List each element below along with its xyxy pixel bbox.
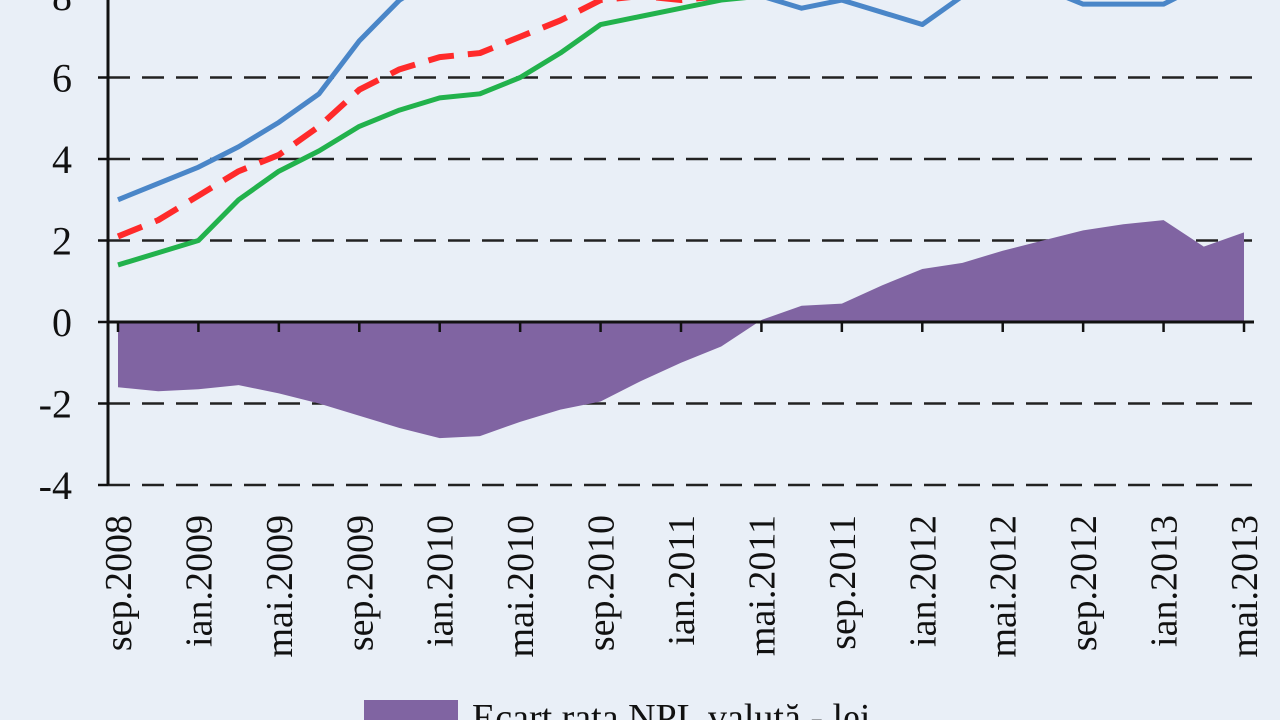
- x-tick-label: mai.2010: [500, 515, 542, 657]
- x-tick-label: ian.2010: [420, 515, 462, 647]
- y-tick-label: 8: [52, 0, 72, 19]
- y-tick-label: 6: [52, 56, 72, 101]
- x-tick-label: mai.2012: [983, 515, 1025, 657]
- y-tick-label: -2: [39, 382, 72, 427]
- y-tick-label: 0: [52, 300, 72, 345]
- x-tick-label: sep.2009: [339, 515, 381, 651]
- x-tick-label: mai.2013: [1224, 515, 1266, 657]
- series-line-3: [117, 0, 747, 268]
- x-tick-label: mai.2011: [741, 515, 783, 656]
- x-tick-label: ian.2009: [178, 515, 220, 647]
- series-line-2: [116, 0, 712, 240]
- series-line-1: [117, 0, 1178, 203]
- legend-swatch: [364, 700, 458, 720]
- x-tick-label: sep.2010: [581, 515, 623, 651]
- plot-area: [98, 0, 1254, 487]
- x-tick-label: ian.2012: [902, 515, 944, 647]
- x-tick-label: sep.2011: [822, 515, 864, 650]
- x-tick-label: sep.2008: [98, 515, 140, 651]
- y-tick-label: 2: [52, 219, 72, 264]
- legend: Ecart rata NPL valută - lei: [364, 697, 870, 720]
- legend-label: Ecart rata NPL valută - lei: [472, 697, 870, 720]
- x-tick-label: ian.2013: [1144, 515, 1186, 647]
- x-tick-label: sep.2012: [1063, 515, 1105, 651]
- x-tick-label: mai.2009: [259, 515, 301, 657]
- x-tick-label: ian.2011: [661, 515, 703, 646]
- y-tick-label: -4: [39, 463, 72, 508]
- y-tick-label: 4: [52, 137, 72, 182]
